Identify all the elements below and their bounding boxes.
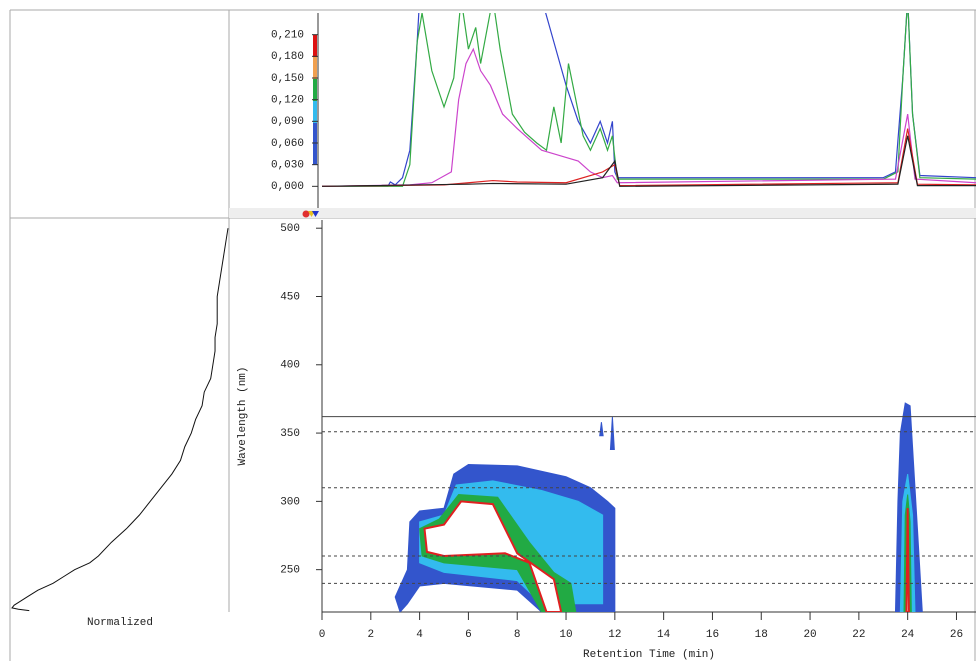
x-axis-label: Retention Time (min) <box>583 649 715 661</box>
y-tick-label: 250 <box>280 565 300 577</box>
y-axis-label: Wavelength (nm) <box>237 366 249 465</box>
x-tick-label: 6 <box>465 629 472 641</box>
marker-icon[interactable] <box>302 210 310 218</box>
y-tick-label: 0,000 <box>271 181 304 193</box>
x-tick-label: 0 <box>319 629 326 641</box>
y-tick-label: 450 <box>280 291 300 303</box>
scale-segment <box>313 101 317 123</box>
contour-plot <box>322 402 976 612</box>
x-tick-label: 2 <box>368 629 375 641</box>
chromatogram-plot <box>321 13 976 187</box>
chromatogram-line <box>322 13 976 187</box>
scale-segment <box>313 79 317 101</box>
y-tick-label: 400 <box>280 360 300 372</box>
contour-band <box>599 422 604 437</box>
y-tick-label: 300 <box>280 496 300 508</box>
scale-segment <box>313 35 317 57</box>
x-tick-label: 22 <box>852 629 865 641</box>
y-tick-label: 350 <box>280 428 300 440</box>
x-tick-label: 24 <box>901 629 915 641</box>
color-scale <box>313 35 317 165</box>
y-tick-label: 0,150 <box>271 73 304 85</box>
contour-band <box>905 508 910 612</box>
x-tick-label: 26 <box>950 629 963 641</box>
contour-band <box>609 416 615 450</box>
x-axis-label: Normalized <box>87 617 153 629</box>
x-tick-label: 14 <box>657 629 671 641</box>
scale-segment <box>313 57 317 79</box>
spectrum-line <box>11 228 229 612</box>
x-tick-label: 4 <box>416 629 423 641</box>
x-tick-label: 20 <box>803 629 816 641</box>
chromatogram-line <box>321 135 976 187</box>
chromatogram-line <box>321 47 976 187</box>
toolbar-strip <box>229 208 976 218</box>
y-tick-label: 0,090 <box>271 116 304 128</box>
scale-segment <box>313 123 317 165</box>
x-tick-label: 10 <box>559 629 572 641</box>
x-tick-label: 16 <box>706 629 719 641</box>
chromatogram-line <box>321 128 976 187</box>
x-tick-label: 8 <box>514 629 521 641</box>
marker-icon[interactable] <box>312 211 319 217</box>
contour-band <box>423 500 563 612</box>
y-tick-label: 500 <box>280 223 300 235</box>
y-tick-label: 0,060 <box>271 138 304 150</box>
x-tick-label: 18 <box>755 629 768 641</box>
y-tick-label: 0,180 <box>271 51 304 63</box>
y-tick-label: 0,120 <box>271 95 304 107</box>
y-tick-label: 0,030 <box>271 160 304 172</box>
x-tick-label: 12 <box>608 629 621 641</box>
y-tick-label: 0,210 <box>271 30 304 42</box>
